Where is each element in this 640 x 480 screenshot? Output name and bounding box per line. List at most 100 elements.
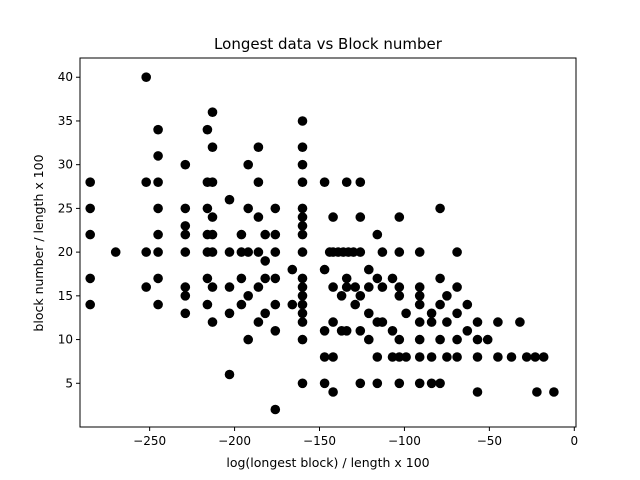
- data-point: [414, 378, 425, 389]
- data-point: [243, 159, 253, 170]
- data-point: [414, 352, 425, 362]
- data-point: [207, 212, 218, 222]
- data-point: [202, 273, 213, 284]
- data-point: [253, 317, 264, 327]
- data-point: [472, 387, 483, 397]
- data-point: [462, 326, 473, 336]
- data-point: [253, 247, 264, 257]
- data-point: [202, 124, 213, 135]
- data-point: [372, 378, 383, 389]
- data-point: [452, 334, 462, 345]
- data-point: [297, 291, 308, 301]
- data-point: [493, 317, 503, 327]
- data-point: [401, 308, 411, 319]
- y-tick-label: 35: [58, 114, 73, 128]
- data-point: [355, 326, 366, 336]
- data-point: [207, 107, 218, 117]
- chart-title: Longest data vs Block number: [214, 35, 443, 53]
- data-point: [350, 299, 361, 310]
- data-point: [328, 282, 338, 292]
- data-point: [207, 247, 218, 257]
- data-point: [270, 299, 281, 310]
- data-point: [180, 203, 191, 214]
- data-point: [224, 282, 235, 292]
- data-point: [394, 334, 405, 345]
- data-point: [207, 317, 218, 327]
- data-point: [253, 142, 264, 152]
- data-point: [243, 247, 253, 257]
- data-point: [493, 352, 503, 362]
- data-point: [394, 378, 405, 389]
- data-point: [153, 273, 163, 284]
- data-point: [153, 247, 163, 257]
- data-point: [85, 273, 95, 284]
- data-point: [297, 334, 308, 345]
- data-point: [297, 378, 308, 389]
- data-point: [515, 317, 525, 327]
- data-point: [236, 299, 247, 310]
- data-point: [414, 247, 425, 257]
- data-point: [141, 177, 151, 187]
- data-point: [549, 387, 559, 397]
- data-point: [85, 177, 95, 187]
- data-point: [372, 229, 383, 240]
- data-point: [85, 229, 95, 240]
- data-point: [452, 247, 462, 257]
- data-point: [442, 317, 452, 327]
- data-point: [297, 177, 308, 187]
- data-point: [224, 369, 235, 380]
- y-tick-label: 15: [58, 289, 73, 303]
- data-point: [394, 282, 405, 292]
- data-point: [341, 282, 352, 292]
- data-point: [297, 203, 308, 214]
- data-point: [472, 352, 483, 362]
- data-point: [224, 247, 235, 257]
- data-point: [394, 291, 405, 301]
- data-point: [207, 282, 218, 292]
- data-point: [153, 177, 163, 187]
- data-point: [341, 326, 352, 336]
- data-point: [355, 177, 366, 187]
- data-point: [435, 334, 445, 345]
- y-tick-label: 30: [58, 158, 73, 172]
- data-point: [180, 229, 191, 240]
- data-point: [153, 229, 163, 240]
- data-point: [319, 177, 330, 187]
- data-point: [243, 334, 253, 345]
- x-tick-label: 0: [570, 434, 578, 448]
- data-point: [297, 212, 308, 222]
- data-point: [236, 273, 247, 284]
- data-point: [377, 282, 388, 292]
- data-point: [180, 159, 191, 170]
- data-point: [141, 247, 151, 257]
- data-point: [452, 352, 462, 362]
- data-point: [506, 352, 517, 362]
- data-point: [377, 317, 388, 327]
- x-tick-label: −250: [133, 434, 166, 448]
- data-point: [442, 352, 452, 362]
- data-point: [153, 151, 163, 161]
- data-point: [110, 247, 121, 257]
- data-point: [260, 273, 271, 284]
- data-point: [348, 247, 359, 257]
- data-point: [153, 124, 163, 135]
- data-point: [462, 299, 473, 310]
- data-point: [377, 247, 388, 257]
- x-axis-ticks: −250 −200 −150 −100 −50 0: [133, 427, 578, 448]
- data-point: [319, 378, 330, 389]
- data-point: [336, 291, 347, 301]
- data-point: [426, 352, 437, 362]
- data-point: [319, 352, 330, 362]
- y-tick-label: 25: [58, 201, 73, 215]
- data-point: [202, 203, 213, 214]
- data-point: [253, 212, 264, 222]
- data-point: [153, 299, 163, 310]
- data-point: [372, 352, 383, 362]
- data-point: [224, 308, 235, 319]
- data-point: [270, 229, 281, 240]
- data-point: [207, 177, 218, 187]
- data-point: [435, 203, 445, 214]
- data-point: [297, 308, 308, 319]
